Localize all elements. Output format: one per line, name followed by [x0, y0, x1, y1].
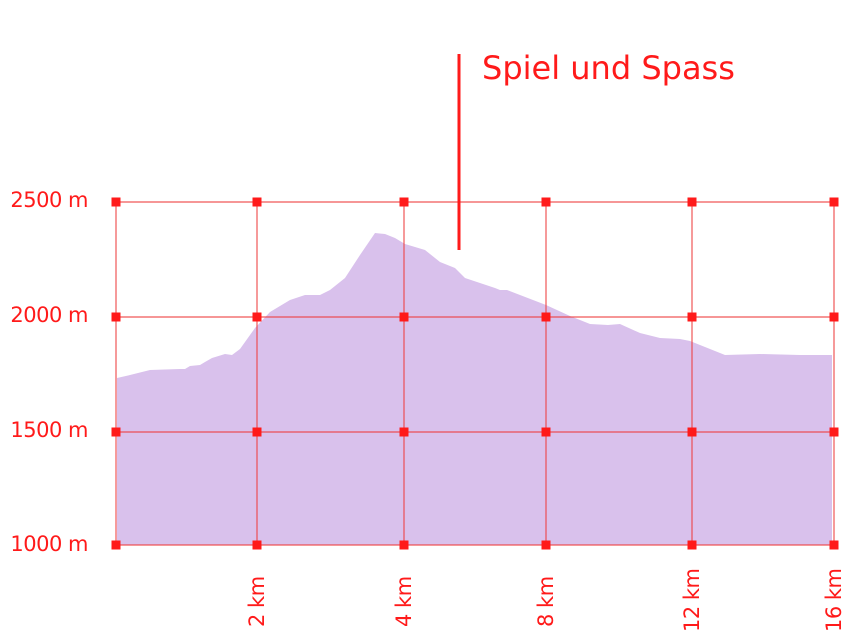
x-tick-label-16km: 16 km	[822, 568, 846, 632]
x-tick-label-2km: 2 km	[245, 576, 269, 627]
x-tick-label-4km: 4 km	[392, 576, 416, 627]
elevation-area	[117, 233, 832, 545]
x-tick-label-8km: 8 km	[534, 576, 558, 627]
y-tick-label-1500: 1500 m	[10, 418, 88, 442]
y-tick-label-2000: 2000 m	[10, 303, 88, 327]
annotation-title: Spiel und Spass	[482, 49, 735, 87]
x-tick-label-12km: 12 km	[680, 568, 704, 632]
grid-markers	[111, 197, 839, 550]
grid-lines	[115, 201, 835, 546]
y-tick-label-1000: 1000 m	[10, 532, 88, 556]
y-tick-label-2500: 2500 m	[10, 188, 88, 212]
